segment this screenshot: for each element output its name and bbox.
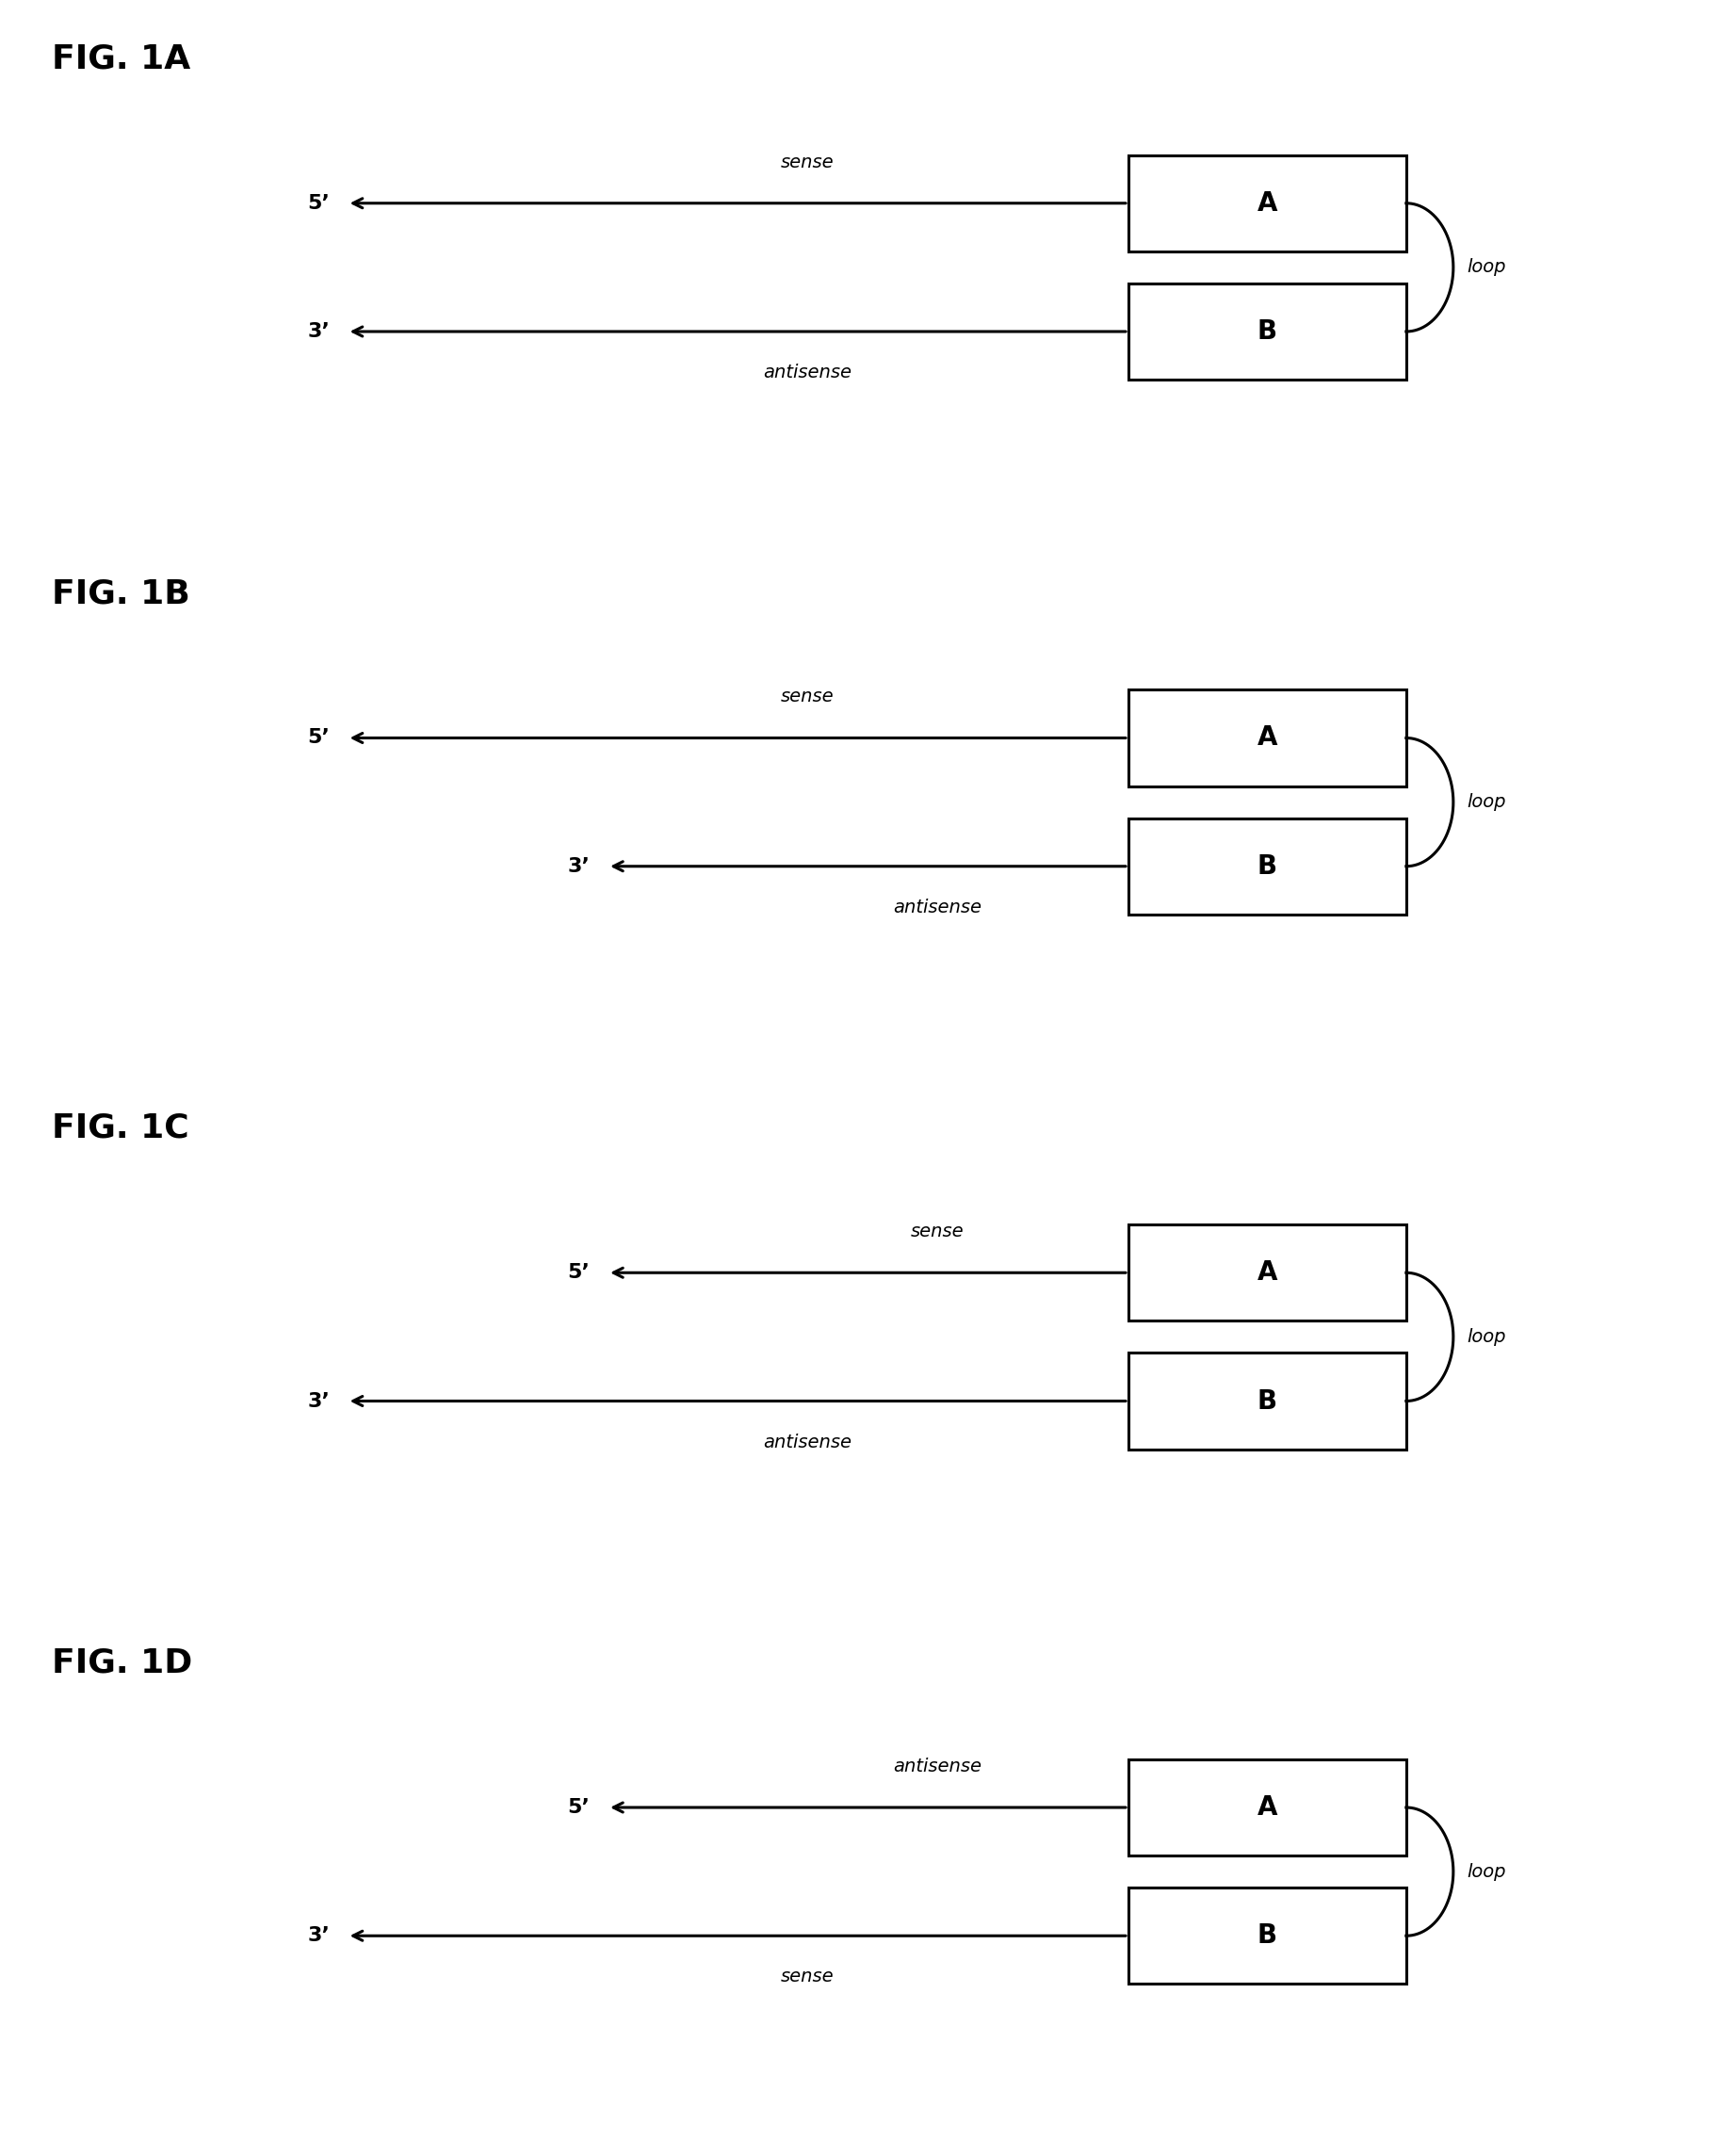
Bar	[1128, 284, 1406, 381]
Text: 5’: 5’	[307, 195, 330, 212]
Text: antisense: antisense	[762, 364, 852, 381]
Text: antisense: antisense	[892, 898, 983, 915]
Bar	[1128, 819, 1406, 915]
Text: B: B	[1257, 319, 1278, 344]
Text: sense: sense	[781, 689, 833, 706]
Text: antisense: antisense	[892, 1758, 983, 1775]
Bar	[1128, 1758, 1406, 1855]
Text: loop: loop	[1467, 794, 1507, 811]
Text: 3’: 3’	[568, 858, 590, 875]
Bar	[1128, 1889, 1406, 1985]
Text: loop: loop	[1467, 1328, 1507, 1345]
Text: loop: loop	[1467, 259, 1507, 276]
Text: FIG. 1D: FIG. 1D	[52, 1647, 193, 1679]
Text: 3’: 3’	[307, 323, 330, 340]
Bar	[1128, 1354, 1406, 1450]
Bar	[1128, 689, 1406, 787]
Bar	[1128, 156, 1406, 252]
Text: FIG. 1C: FIG. 1C	[52, 1112, 189, 1144]
Text: 3’: 3’	[307, 1927, 330, 1944]
Bar	[1128, 1224, 1406, 1320]
Text: A: A	[1257, 1260, 1278, 1286]
Text: FIG. 1B: FIG. 1B	[52, 578, 191, 610]
Text: 5’: 5’	[307, 729, 330, 747]
Text: sense: sense	[781, 154, 833, 171]
Text: 3’: 3’	[307, 1392, 330, 1410]
Text: FIG. 1A: FIG. 1A	[52, 43, 191, 75]
Text: B: B	[1257, 1388, 1278, 1414]
Text: 5’: 5’	[568, 1799, 590, 1816]
Text: A: A	[1257, 190, 1278, 216]
Text: antisense: antisense	[762, 1433, 852, 1450]
Text: sense: sense	[781, 1968, 833, 1985]
Text: sense: sense	[911, 1224, 963, 1241]
Text: B: B	[1257, 1923, 1278, 1949]
Text: 5’: 5’	[568, 1264, 590, 1281]
Text: B: B	[1257, 853, 1278, 879]
Text: A: A	[1257, 725, 1278, 751]
Text: loop: loop	[1467, 1863, 1507, 1880]
Text: A: A	[1257, 1795, 1278, 1820]
